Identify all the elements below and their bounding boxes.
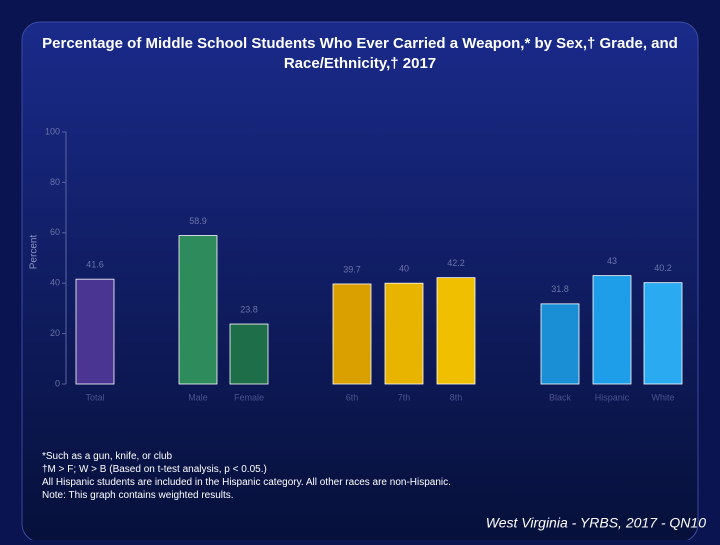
bar — [332, 283, 372, 385]
bar — [592, 275, 632, 385]
value-label: 41.6 — [86, 260, 104, 270]
value-label: 40.2 — [654, 263, 672, 273]
x-tick-label: 7th — [398, 392, 411, 402]
value-label: 31.8 — [551, 284, 569, 294]
bar — [178, 235, 218, 385]
bar — [384, 282, 424, 385]
bar — [75, 278, 115, 385]
note: All Hispanic students are included in th… — [42, 477, 451, 488]
x-tick-label: White — [651, 392, 674, 402]
bar — [540, 303, 580, 385]
x-tick-label: 6th — [346, 392, 359, 402]
bar — [229, 323, 269, 385]
value-label: 40 — [399, 264, 409, 274]
source: West Virginia - YRBS, 2017 - QN10 — [486, 515, 706, 531]
y-tick-label: 20 — [50, 328, 60, 338]
x-tick-label: 8th — [450, 392, 463, 402]
notes-box: *Such as a gun, knife, or club †M > F; W … — [42, 450, 562, 502]
note: †M > F; W > B (Based on t-test analysis,… — [42, 464, 267, 475]
y-tick-label: 80 — [50, 177, 60, 187]
title-box: Percentage of Middle School Students Who… — [42, 35, 678, 72]
bar — [643, 282, 683, 385]
value-label: 23.8 — [240, 304, 258, 314]
y-tick-label: 0 — [55, 378, 60, 388]
bar — [436, 277, 476, 385]
y-axis-label: Percent — [29, 235, 40, 270]
x-tick-label: Female — [234, 392, 264, 402]
chart-title: Percentage of Middle School Students Who… — [42, 35, 678, 72]
notes: *Such as a gun, knife, or club †M > F; W … — [42, 450, 562, 502]
note: *Such as a gun, knife, or club — [42, 451, 173, 462]
y-tick-label: 100 — [45, 126, 60, 136]
x-tick-label: Male — [188, 392, 208, 402]
value-label: 42.2 — [447, 258, 465, 268]
x-tick-label: Black — [549, 392, 572, 402]
y-tick-label: 60 — [50, 227, 60, 237]
value-label: 43 — [607, 256, 617, 266]
value-label: 58.9 — [189, 216, 207, 226]
x-tick-label: Total — [85, 392, 104, 402]
note: Note: This graph contains weighted resul… — [42, 490, 234, 501]
x-tick-label: Hispanic — [595, 392, 630, 402]
y-tick-label: 40 — [50, 278, 60, 288]
value-label: 39.7 — [343, 264, 361, 274]
